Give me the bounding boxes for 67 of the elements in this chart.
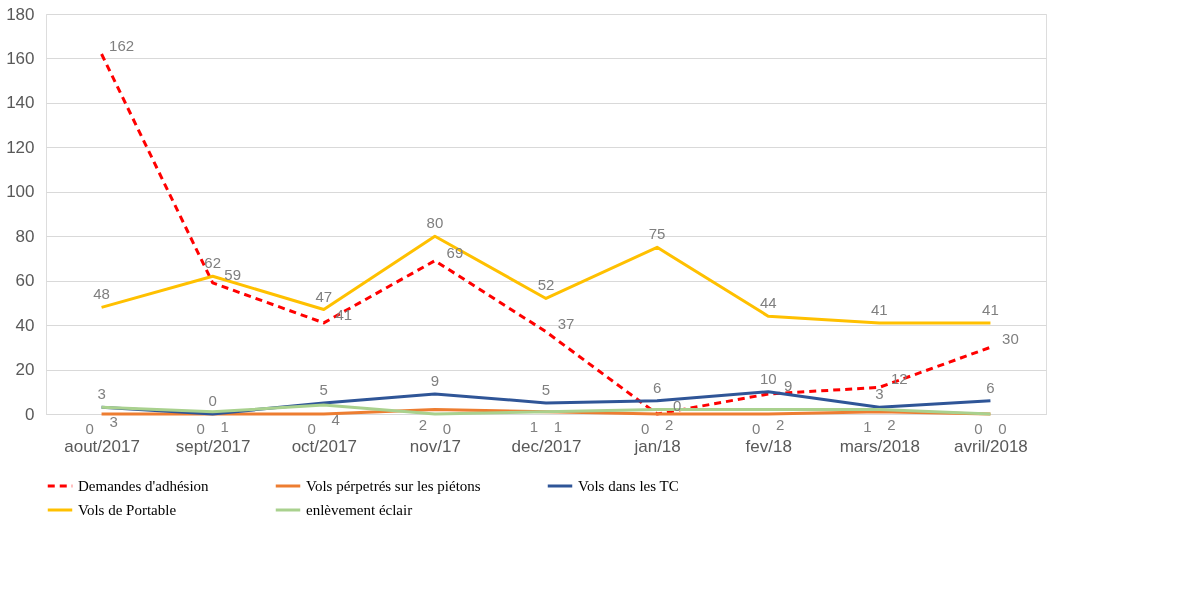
data-label: 1 (553, 417, 563, 435)
x-tick-label: oct/2017 (291, 436, 357, 456)
data-label: 37 (557, 314, 575, 332)
data-label: 30 (1002, 330, 1019, 348)
data-label: 62 (204, 254, 222, 272)
x-tick-label: jan/18 (633, 436, 681, 456)
data-label: 41 (335, 305, 353, 323)
data-label: 3 (97, 385, 106, 403)
data-label: 1 (529, 417, 539, 435)
data-label: 69 (446, 243, 464, 261)
data-label: 2 (887, 415, 896, 433)
data-label: 162 (109, 37, 135, 54)
data-label: 52 (537, 276, 555, 294)
legend-label: Vols de Portable (78, 502, 177, 518)
data-label: 2 (418, 415, 428, 433)
data-label: 48 (93, 285, 110, 303)
data-label: 5 (319, 380, 328, 398)
legend-label: enlèvement éclair (306, 502, 413, 518)
data-label: 0 (974, 420, 983, 437)
x-tick-label: aout/2017 (64, 436, 140, 456)
x-tick-label: fev/18 (745, 436, 792, 456)
data-label: 41 (982, 300, 999, 318)
data-label: 0 (442, 420, 452, 437)
data-label: 1 (863, 417, 872, 435)
y-tick-label: 100 (6, 182, 35, 202)
data-label: 0 (998, 420, 1007, 437)
x-tick-label: sept/2017 (175, 436, 251, 456)
x-tick-label: mars/2018 (839, 436, 920, 456)
data-label: 0 (752, 420, 761, 437)
data-label: 10 (759, 369, 777, 387)
y-tick-label: 180 (6, 4, 35, 24)
data-label: 44 (759, 294, 777, 312)
y-tick-label: 60 (15, 271, 35, 291)
legend-label: Demandes d'adhésion (78, 478, 210, 494)
data-label: 2 (776, 415, 785, 433)
y-tick-label: 40 (15, 315, 35, 335)
y-tick-label: 0 (25, 404, 35, 424)
y-tick-label: 140 (6, 93, 35, 113)
data-label: 41 (870, 300, 888, 318)
data-label: 75 (648, 225, 666, 243)
data-label: 3 (875, 385, 884, 403)
data-label: 0 (196, 420, 205, 437)
y-tick-label: 160 (6, 48, 35, 68)
y-tick-label: 20 (15, 360, 35, 380)
data-label: 0 (640, 420, 650, 437)
y-tick-label: 120 (6, 137, 35, 157)
data-label: 3 (109, 413, 118, 431)
data-label: 9 (784, 377, 793, 394)
data-label: 59 (224, 265, 242, 283)
data-label: 80 (426, 214, 444, 232)
data-label: 6 (986, 378, 995, 396)
data-label: 5 (541, 380, 551, 398)
data-label: 9 (430, 372, 440, 389)
y-tick-label: 80 (15, 226, 35, 246)
data-label: 4 (331, 411, 340, 429)
data-label: 2 (664, 415, 674, 433)
data-label: 47 (315, 287, 333, 305)
data-label: 0 (307, 420, 316, 437)
data-label: 1 (220, 417, 229, 435)
data-label: 0 (85, 420, 94, 437)
data-label: 6 (652, 378, 662, 396)
x-tick-label: avril/2018 (954, 436, 1028, 456)
legend-label: Vols dans les TC (578, 478, 679, 494)
legend-label: Vols pérpetrés sur les piétons (306, 478, 481, 494)
x-tick-label: nov/17 (409, 436, 461, 456)
data-label: 0 (208, 392, 217, 409)
x-tick-label: dec/2017 (511, 436, 582, 456)
